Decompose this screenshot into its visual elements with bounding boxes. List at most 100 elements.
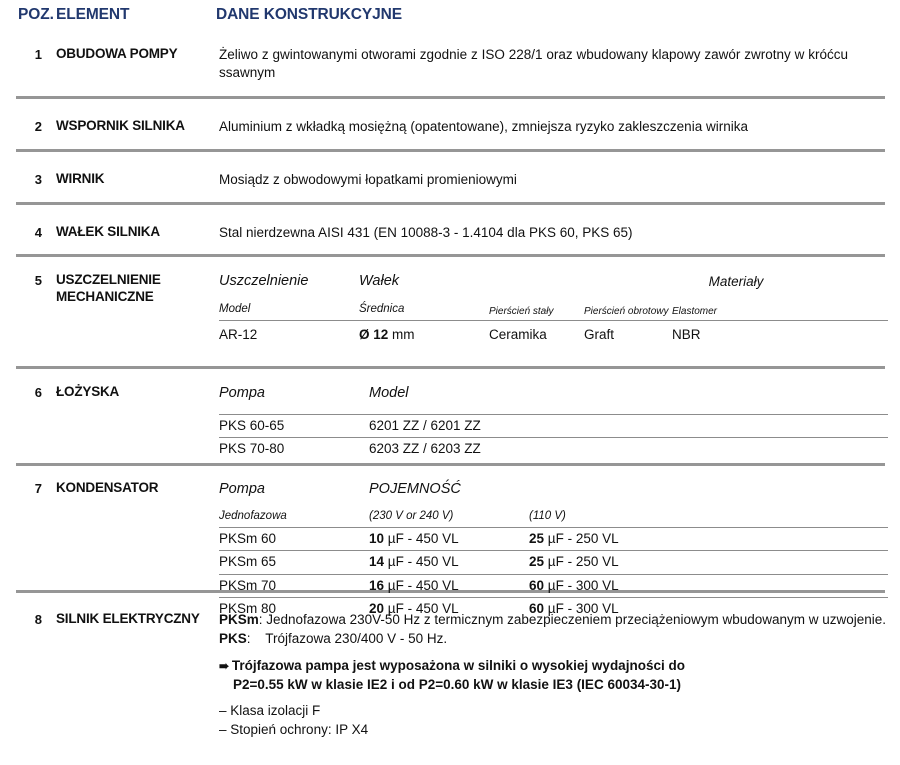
table-row: 3 WIRNIK Mosiądz z obwodowymi łopatkami … xyxy=(0,152,900,202)
capacitor-pump-value: PKSm 65 xyxy=(219,550,369,575)
table-row: 6 ŁOŻYSKA Pompa Model PKS 60-65 6201 ZZ … xyxy=(0,369,900,463)
seal-header-elastomer: Elastomer xyxy=(672,306,718,318)
capacitor-header-110v: (110 V) xyxy=(529,509,566,522)
capacitor-230v-unit: µF - 450 VL xyxy=(387,577,459,593)
motor-pksm-line: PKSm: Jednofazowa 230V-50 Hz z termiczny… xyxy=(219,611,888,629)
capacitor-230v-unit: µF - 450 VL xyxy=(387,531,459,547)
row-element-name: WAŁEK SILNIKA xyxy=(56,224,160,239)
row-divider xyxy=(16,463,885,466)
capacitor-110v-unit: µF - 300 VL xyxy=(547,600,619,616)
capacitor-110v-value: 25 µF - 250 VL xyxy=(529,550,888,575)
row-description: Aluminium z wkładką mosiężną (opatentowa… xyxy=(219,119,748,134)
seal-header-materialy: Materiały xyxy=(708,274,764,290)
seal-header-spacer xyxy=(489,272,584,294)
table-row: 7 KONDENSATOR Pompa POJEMNOŚĆ Jednofazow… xyxy=(0,466,900,620)
motor-highlight-line1: Trójfazowa pampa jest wyposażona w silni… xyxy=(231,658,685,674)
capacitor-pump-value: PKSm 70 xyxy=(219,573,369,598)
capacitor-header-pompa: Pompa xyxy=(219,481,265,497)
motor-pksm-tag: PKSm xyxy=(219,612,259,627)
capacitor-header-top: Pompa POJEMNOŚĆ xyxy=(219,480,888,502)
row-element-name: WIRNIK xyxy=(56,171,105,186)
capacitor-110v-unit: µF - 250 VL xyxy=(547,554,619,570)
seal-header-pierscien-staly: Pierścień stały xyxy=(489,306,554,318)
seal-diameter-value: Ø 12 mm xyxy=(359,320,489,347)
seal-model-value: AR-12 xyxy=(219,320,359,347)
motor-highlight-block: ➠ Trójfazowa pampa jest wyposażona w sil… xyxy=(219,657,888,693)
bearings-header-pompa: Pompa xyxy=(219,385,265,401)
table-row: PKSm 80 20 µF - 450 VL 60 µF - 300 VL xyxy=(219,596,888,620)
capacitor-230v-unit: µF - 450 VL xyxy=(387,554,459,570)
capacitor-110v-unit: µF - 250 VL xyxy=(547,531,619,547)
seal-header-walek: Wałek xyxy=(359,273,400,289)
table-row: PKS 60-65 6201 ZZ / 6201 ZZ xyxy=(219,413,888,438)
row-number: 8 xyxy=(34,612,42,627)
motor-pks-tag: PKS xyxy=(219,631,247,647)
bearings-model-value: 6203 ZZ / 6203 ZZ xyxy=(369,436,888,460)
table-row: PKS 70-80 6203 ZZ / 6203 ZZ xyxy=(219,436,888,460)
capacitor-230v-value: 20 µF - 450 VL xyxy=(369,596,529,620)
row-element-name: ŁOŻYSKA xyxy=(56,384,120,399)
capacitor-header-230v: (230 V or 240 V) xyxy=(369,509,454,522)
bearings-pump-value: PKS 70-80 xyxy=(219,436,369,460)
row-divider xyxy=(16,96,885,99)
capacitor-230v-number: 20 xyxy=(369,600,385,616)
row-element-name: OBUDOWA POMPY xyxy=(56,46,178,61)
row-description: Żeliwo z gwintowanymi otworami zgodnie z… xyxy=(219,47,848,81)
seal-header-srednica: Średnica xyxy=(359,302,405,315)
table-row: 2 WSPORNIK SILNIKA Aluminium z wkładką m… xyxy=(0,99,900,149)
capacitor-110v-number: 60 xyxy=(529,577,545,593)
capacitor-110v-value: 25 µF - 250 VL xyxy=(529,527,888,551)
capacitor-header-jednofazowa: Jednofazowa xyxy=(219,509,287,522)
seal-subtable-wrapper: Uszczelnienie Wałek Materiały Model Śred… xyxy=(219,272,900,347)
capacitor-230v-number: 10 xyxy=(369,531,385,547)
seal-diameter-number: Ø 12 xyxy=(359,327,389,343)
seal-header-sub: Model Średnica Pierścień stały Pierścień… xyxy=(219,294,888,321)
capacitor-230v-unit: µF - 450 VL xyxy=(387,600,459,616)
bearings-header-model: Model xyxy=(369,385,409,401)
table-row: 8 SILNIK ELEKTRYCZNY PKSm: Jednofazowa 2… xyxy=(0,593,900,739)
table-row: PKSm 70 16 µF - 450 VL 60 µF - 300 VL xyxy=(219,573,888,598)
seal-rotary-ring-value: Graft xyxy=(584,320,672,347)
capacitor-230v-number: 16 xyxy=(369,577,385,593)
table-row: 5 USZCZELNIENIE MECHANICZNE Uszczelnieni… xyxy=(0,257,900,366)
capacitor-110v-unit: µF - 300 VL xyxy=(547,577,619,593)
table-row: PKSm 65 14 µF - 450 VL 25 µF - 250 VL xyxy=(219,550,888,575)
row-divider xyxy=(16,254,885,257)
seal-data-row: AR-12 Ø 12 mm Ceramika Graft NBR xyxy=(219,320,888,347)
seal-elastomer-value: NBR xyxy=(672,320,888,347)
seal-subtable: Uszczelnienie Wałek Materiały Model Śred… xyxy=(219,272,888,347)
row-number: 1 xyxy=(34,47,42,62)
capacitor-110v-value: 60 µF - 300 VL xyxy=(529,573,888,598)
row-description: Mosiądz z obwodowymi łopatkami promienio… xyxy=(219,172,517,187)
table-header: POZ. ELEMENT DANE KONSTRUKCYJNE xyxy=(0,0,900,30)
seal-header-uszczelnienie: Uszczelnienie xyxy=(219,273,309,289)
arrow-icon: ➠ xyxy=(219,659,229,674)
bearings-header: Pompa Model xyxy=(219,384,888,414)
header-poz: POZ. xyxy=(18,6,54,23)
motor-note-1: – Klasa izolacji F xyxy=(219,702,321,718)
motor-pks-text: : Trójfazowa 230/400 V - 50 Hz. xyxy=(246,631,448,647)
bearings-subtable-wrapper: Pompa Model PKS 60-65 6201 ZZ / 6201 ZZ … xyxy=(219,384,900,460)
row-element-name: WSPORNIK SILNIKA xyxy=(56,118,185,133)
seal-header-pierscien-obrotowy: Pierścień obrotowy xyxy=(584,306,669,318)
row-divider xyxy=(16,202,885,205)
header-element: ELEMENT xyxy=(56,6,130,23)
row-divider xyxy=(16,149,885,152)
capacitor-110v-number: 25 xyxy=(529,554,545,570)
seal-header-top: Uszczelnienie Wałek Materiały xyxy=(219,272,888,294)
motor-pks-line: PKS: Trójfazowa 230/400 V - 50 Hz. xyxy=(219,630,888,648)
seal-header-model: Model xyxy=(219,302,251,315)
capacitor-230v-number: 14 xyxy=(369,554,385,570)
row-number: 6 xyxy=(34,385,42,400)
table-row: 1 OBUDOWA POMPY Żeliwo z gwintowanymi ot… xyxy=(0,30,900,96)
motor-body: PKSm: Jednofazowa 230V-50 Hz z termiczny… xyxy=(219,611,900,739)
seal-stationary-ring-value: Ceramika xyxy=(489,320,584,347)
table-row: PKSm 60 10 µF - 450 VL 25 µF - 250 VL xyxy=(219,527,888,551)
motor-highlight-line2: P2=0.55 kW w klasie IE2 i od P2=0.60 kW … xyxy=(233,676,681,692)
capacitor-pump-value: PKSm 60 xyxy=(219,527,369,551)
row-number: 2 xyxy=(34,119,42,134)
capacitor-230v-value: 14 µF - 450 VL xyxy=(369,550,529,575)
capacitor-subtable: Pompa POJEMNOŚĆ Jednofazowa (230 V or 24… xyxy=(219,480,888,620)
capacitor-230v-value: 16 µF - 450 VL xyxy=(369,573,529,598)
